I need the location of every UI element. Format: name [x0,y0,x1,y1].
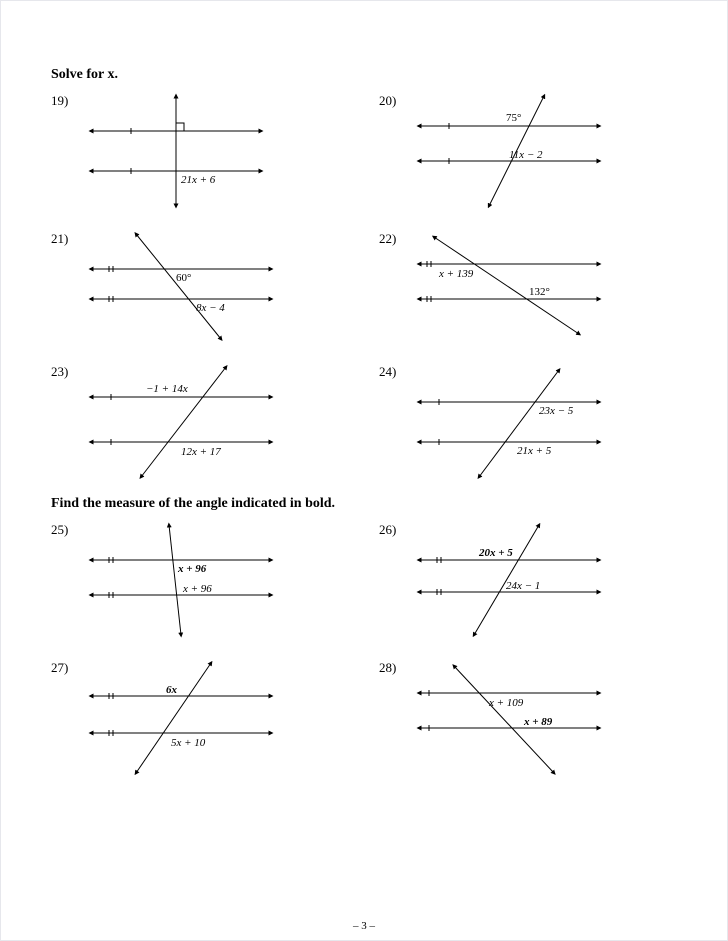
problem-21: 21) 60° 8x − 4 [51,229,349,344]
figure-23: −1 + 14x 12x + 17 [81,362,349,482]
svg-text:21x + 6: 21x + 6 [181,174,216,186]
svg-text:21x + 5: 21x + 5 [517,445,552,457]
svg-text:12x + 17: 12x + 17 [181,446,221,458]
svg-text:75°: 75° [506,112,521,124]
problem-24: 24) 23x − 5 21x + 5 [379,362,677,482]
svg-text:11x − 2: 11x − 2 [509,149,543,161]
problem-grid-1: 19) [51,91,677,482]
problem-number: 23) [51,362,81,380]
page-number: – 3 – [1,920,727,932]
svg-text:23x − 5: 23x − 5 [539,405,574,417]
svg-text:60°: 60° [176,272,191,284]
problem-number: 25) [51,520,81,538]
problem-number: 24) [379,362,409,380]
problem-number: 26) [379,520,409,538]
figure-21: 60° 8x − 4 [81,229,349,344]
figure-22: x + 139 132° [409,229,677,344]
figure-26: 20x + 5 24x − 1 [409,520,677,640]
problem-number: 19) [51,91,81,109]
svg-text:8x − 4: 8x − 4 [196,302,225,314]
problem-26: 26) 20x + 5 24x − 1 [379,520,677,640]
svg-text:5x + 10: 5x + 10 [171,737,206,749]
figure-28: x + 109 x + 89 [409,658,677,778]
problem-grid-2: 25) x + 96 x + 96 26) [51,520,677,778]
svg-text:x + 109: x + 109 [488,697,524,709]
problem-number: 20) [379,91,409,109]
problem-number: 22) [379,229,409,247]
svg-text:−1 + 14x: −1 + 14x [146,383,188,395]
svg-text:x + 96: x + 96 [177,563,207,575]
svg-text:20x + 5: 20x + 5 [478,547,513,559]
problem-number: 27) [51,658,81,676]
problem-22: 22) x + 139 132° [379,229,677,344]
svg-text:x + 96: x + 96 [182,583,212,595]
svg-text:6x: 6x [166,684,178,696]
problem-23: 23) −1 + 14x 12x + 17 [51,362,349,482]
problem-number: 21) [51,229,81,247]
figure-24: 23x − 5 21x + 5 [409,362,677,482]
svg-text:x + 89: x + 89 [523,716,553,728]
figure-19: 21x + 6 [81,91,349,211]
svg-text:x + 139: x + 139 [438,268,474,280]
problem-number: 28) [379,658,409,676]
figure-27: 6x 5x + 10 [81,658,349,778]
problem-27: 27) 6x 5x + 10 [51,658,349,778]
problem-20: 20) 75° 11x − 2 [379,91,677,211]
problem-28: 28) x + 109 x + 89 [379,658,677,778]
worksheet-page: Solve for x. 19) [0,0,728,941]
section1-title: Solve for x. [51,67,677,83]
section2-title: Find the measure of the angle indicated … [51,496,677,512]
figure-25: x + 96 x + 96 [81,520,349,640]
svg-text:132°: 132° [529,286,550,298]
figure-20: 75° 11x − 2 [409,91,677,211]
problem-25: 25) x + 96 x + 96 [51,520,349,640]
svg-text:24x − 1: 24x − 1 [506,580,540,592]
problem-19: 19) [51,91,349,211]
